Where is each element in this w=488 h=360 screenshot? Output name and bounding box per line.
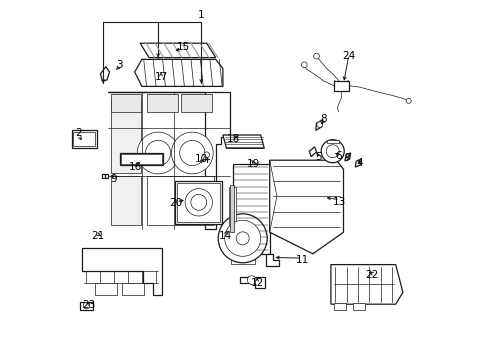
Text: 14: 14 (219, 231, 232, 241)
Text: 20: 20 (169, 198, 183, 208)
Circle shape (190, 194, 206, 210)
Polygon shape (315, 120, 322, 130)
Bar (73, 132, 95, 146)
Polygon shape (269, 160, 343, 254)
Text: 22: 22 (365, 270, 378, 280)
Polygon shape (355, 159, 361, 167)
Bar (352, 303, 365, 310)
Text: 5: 5 (314, 152, 321, 162)
Text: 1: 1 (198, 10, 204, 20)
Bar (230, 185, 234, 232)
Polygon shape (154, 43, 164, 58)
Circle shape (321, 140, 344, 163)
Text: 4: 4 (356, 158, 362, 168)
Circle shape (224, 220, 260, 256)
Text: 23: 23 (82, 300, 96, 310)
Polygon shape (223, 135, 264, 148)
Polygon shape (134, 59, 223, 86)
Polygon shape (330, 265, 402, 304)
Bar (333, 303, 346, 310)
Polygon shape (309, 147, 316, 157)
Text: 11: 11 (295, 255, 308, 265)
Bar (121, 154, 162, 164)
Bar (122, 283, 143, 295)
Polygon shape (344, 153, 350, 161)
Polygon shape (265, 254, 278, 266)
Polygon shape (107, 92, 230, 229)
Bar (95, 283, 117, 295)
Polygon shape (326, 140, 338, 143)
Text: 7: 7 (343, 153, 350, 163)
Circle shape (236, 232, 249, 245)
Text: 8: 8 (320, 114, 326, 124)
Text: 24: 24 (342, 51, 355, 61)
Polygon shape (190, 43, 200, 58)
Bar (229, 187, 235, 230)
Bar (80, 302, 93, 310)
Circle shape (145, 140, 170, 166)
Polygon shape (172, 43, 182, 58)
Circle shape (137, 132, 179, 174)
Bar (181, 94, 212, 112)
Text: 12: 12 (250, 278, 263, 288)
Circle shape (203, 152, 209, 158)
Text: 17: 17 (154, 72, 167, 82)
Text: 2: 2 (76, 128, 82, 138)
Polygon shape (181, 43, 191, 58)
Circle shape (179, 140, 204, 166)
Circle shape (83, 302, 89, 309)
Circle shape (406, 98, 410, 103)
Text: 19: 19 (246, 159, 260, 169)
Circle shape (316, 122, 322, 127)
Circle shape (301, 62, 306, 68)
Text: 13: 13 (333, 197, 346, 207)
Bar (147, 94, 178, 112)
Polygon shape (199, 43, 209, 58)
Circle shape (171, 132, 213, 174)
Bar (177, 183, 220, 222)
Polygon shape (208, 43, 218, 58)
Bar (175, 181, 222, 224)
Circle shape (313, 53, 319, 59)
Text: 18: 18 (226, 134, 239, 144)
Bar (110, 101, 141, 173)
Circle shape (247, 276, 256, 284)
Polygon shape (232, 164, 269, 254)
Circle shape (325, 145, 339, 158)
Bar (72, 130, 97, 148)
Bar (110, 176, 141, 225)
Polygon shape (163, 43, 173, 58)
Polygon shape (145, 43, 155, 58)
Text: 9: 9 (111, 174, 117, 184)
Polygon shape (104, 174, 107, 178)
Text: 6: 6 (334, 150, 341, 161)
Polygon shape (81, 248, 162, 295)
Bar (147, 176, 213, 225)
Bar (120, 153, 163, 165)
Bar (333, 81, 348, 91)
Circle shape (218, 214, 266, 263)
Bar (230, 213, 255, 264)
Text: 16: 16 (129, 162, 142, 172)
Polygon shape (101, 67, 109, 81)
Text: 3: 3 (116, 60, 122, 70)
Circle shape (185, 189, 212, 216)
Text: 21: 21 (91, 231, 104, 241)
Polygon shape (240, 277, 265, 288)
Bar (110, 94, 141, 112)
Text: 15: 15 (176, 42, 189, 52)
Text: 10: 10 (194, 154, 207, 164)
Polygon shape (140, 43, 215, 58)
